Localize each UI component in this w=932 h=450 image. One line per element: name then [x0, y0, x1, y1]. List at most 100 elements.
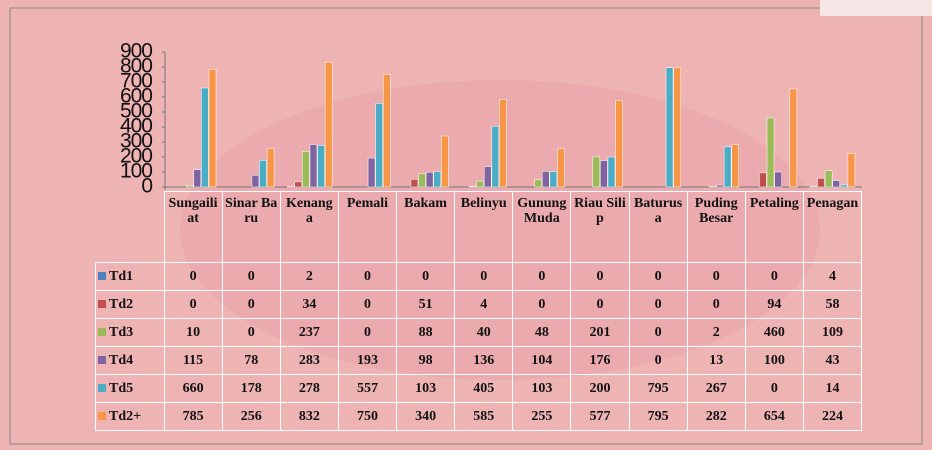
legend-label: Td1 [109, 268, 134, 284]
value-cell: 750 [337, 402, 398, 431]
series-row: Td4 115 78 283 193 98 136 104 176 0 13 100 43 [95, 346, 863, 375]
value-cell: 109 [802, 318, 863, 347]
value-cell: 0 [686, 290, 746, 319]
value-cell: 10 [163, 318, 223, 347]
bar [433, 171, 441, 188]
category-label: Penagan [802, 191, 863, 263]
value-cell: 136 [454, 346, 514, 375]
value-cell: 795 [628, 374, 688, 403]
value-cell: 405 [454, 374, 514, 403]
value-cell: 48 [512, 318, 572, 347]
value-cell: 0 [163, 262, 223, 291]
bar [425, 172, 434, 188]
value-cell: 4 [454, 290, 514, 319]
series-row: Td5 660 178 278 557 103 405 103 200 795 267 0 14 [95, 374, 863, 403]
value-cell: 2 [279, 262, 339, 291]
value-cell: 2 [686, 318, 746, 347]
bar [418, 173, 426, 188]
value-cell: 224 [802, 402, 863, 431]
value-cell: 104 [512, 346, 572, 375]
bar [665, 67, 674, 188]
value-cell: 0 [221, 262, 281, 291]
bar [259, 160, 267, 188]
legend-label: Td3 [109, 324, 134, 340]
legend-swatch [98, 411, 106, 420]
value-cell: 0 [512, 290, 572, 319]
category-label: Sinar Baru [221, 191, 281, 263]
y-tick-label: 300 [120, 130, 152, 153]
value-cell: 237 [279, 318, 339, 347]
value-cell: 103 [512, 374, 572, 403]
corner-box [820, 0, 932, 16]
value-cell: 4 [802, 262, 863, 291]
bar [302, 151, 310, 188]
bar [441, 135, 449, 188]
legend-swatch [98, 271, 106, 280]
category-label: Sungailiat [163, 191, 223, 263]
bar [468, 186, 477, 188]
value-cell: 0 [744, 262, 804, 291]
y-tick-label: 100 [120, 160, 152, 183]
value-cell: 0 [221, 318, 281, 347]
bar [716, 184, 724, 188]
value-cell: 94 [744, 290, 804, 319]
bar [615, 100, 623, 188]
category-label: Baturusa [628, 191, 688, 263]
legend-label: Td2+ [109, 408, 142, 424]
value-cell: 340 [395, 402, 456, 431]
category-label: Kenanga [279, 191, 339, 263]
row-header: Td3 [95, 318, 165, 347]
bar [809, 186, 818, 188]
value-cell: 0 [628, 290, 688, 319]
value-cell: 0 [744, 374, 804, 403]
value-cell: 13 [686, 346, 746, 375]
value-cell: 0 [163, 290, 223, 319]
value-cell: 78 [221, 346, 281, 375]
value-cell: 0 [570, 262, 630, 291]
value-cell: 200 [570, 374, 630, 403]
bar [491, 126, 500, 188]
legend-swatch [98, 299, 106, 308]
value-cell: 0 [512, 262, 572, 291]
bar [766, 117, 775, 188]
bar [251, 175, 260, 188]
header-row: Sungailiat Sinar Baru Kenanga Pemali Bakam Be… [95, 191, 863, 263]
legend-swatch [98, 355, 106, 364]
legend-swatch [98, 383, 106, 392]
category-label: Petaling [744, 191, 804, 263]
value-cell: 178 [221, 374, 281, 403]
value-cell: 0 [454, 262, 514, 291]
bar [542, 171, 550, 188]
value-cell: 88 [395, 318, 456, 347]
y-tick-label: 400 [120, 115, 152, 138]
y-tick-label: 700 [120, 70, 152, 93]
category-label: Bakam [395, 191, 456, 263]
value-cell: 0 [337, 318, 398, 347]
bar [324, 61, 333, 188]
bar [557, 148, 565, 188]
value-cell: 0 [628, 346, 688, 375]
bar [847, 153, 856, 188]
bar [193, 169, 202, 188]
bar [723, 146, 732, 188]
legend-swatch [98, 327, 106, 336]
value-cell: 0 [337, 290, 398, 319]
bar [367, 157, 376, 188]
bar [499, 99, 507, 188]
value-cell: 654 [744, 402, 804, 431]
bar [294, 181, 303, 188]
value-cell: 557 [337, 374, 398, 403]
bar [201, 87, 209, 188]
bar [824, 170, 833, 188]
category-label: Gunung Muda [512, 191, 572, 263]
y-tick-label: 800 [120, 55, 152, 78]
value-cell: 795 [628, 402, 688, 431]
value-cell: 278 [279, 374, 339, 403]
y-tick-label: 600 [120, 85, 152, 108]
value-cell: 832 [279, 402, 339, 431]
bar [789, 88, 798, 188]
bar [759, 172, 767, 188]
bar [534, 179, 542, 188]
value-cell: 176 [570, 346, 630, 375]
